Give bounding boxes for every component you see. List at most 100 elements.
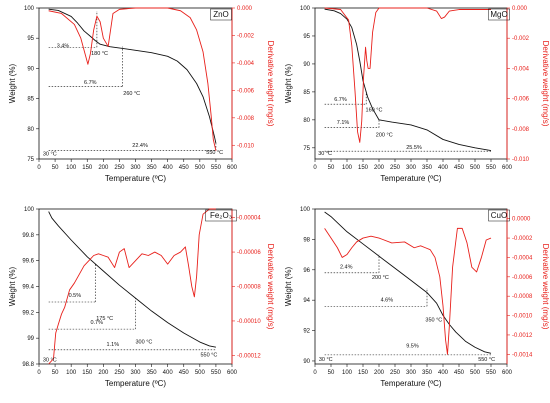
x-tick-label: 0 (37, 370, 41, 376)
x-tick-label: 550 (486, 165, 497, 171)
y-tick-label: 75 (303, 146, 310, 152)
annotation-label: 30 °C (318, 151, 332, 157)
annotation-label: 30 °C (43, 151, 57, 157)
y-tick-label: 85 (303, 90, 310, 96)
y2-tick-label: -0.010 (512, 157, 530, 163)
x-tick-label: 350 (422, 370, 433, 376)
panel-label: Fe₂O₃ (210, 211, 232, 220)
annotation-label: 0.7% (90, 320, 103, 326)
y-tick-label: 99.4 (22, 285, 34, 291)
y-axis-title: Weight (%) (8, 63, 17, 103)
y-tick-label: 100 (24, 207, 35, 213)
annotation-label: 22.4% (132, 143, 148, 149)
x-tick-label: 150 (82, 370, 93, 376)
annotation-label: 300 °C (136, 339, 153, 345)
y-tick-label: 98 (303, 237, 310, 243)
x-axis-title: Temperature (ºC) (105, 379, 166, 388)
y2-tick-label: -0.00008 (237, 285, 261, 291)
x-tick-label: 150 (82, 165, 93, 171)
derivative-weight-line (48, 208, 216, 365)
x-tick-label: 550 (211, 165, 222, 171)
y2-axis-title: Derivative weight (mg/s) (541, 244, 550, 330)
y2-tick-label: -0.0004 (512, 255, 533, 261)
panel-label-box (205, 209, 237, 222)
y2-tick-label: 0.000 (512, 6, 528, 12)
y-tick-label: 90 (303, 359, 310, 365)
y2-tick-label: 0.000 (237, 6, 253, 12)
annotation-label: 550 °C (478, 357, 495, 363)
y-tick-label: 100 (24, 6, 35, 12)
panel-label-box (488, 209, 510, 222)
derivative-weight-line (324, 227, 492, 355)
y-tick-label: 99.2 (22, 310, 34, 316)
panel-label-box (210, 8, 232, 21)
x-tick-label: 400 (163, 370, 174, 376)
x-tick-label: 200 (98, 370, 109, 376)
x-tick-label: 0 (37, 165, 41, 171)
x-axis-title: Temperature (ºC) (380, 174, 441, 183)
x-tick-label: 500 (195, 370, 206, 376)
x-tick-label: 200 (374, 165, 385, 171)
y2-tick-label: -0.006 (237, 88, 255, 94)
annotation-label: 9.5% (406, 343, 419, 349)
x-tick-label: 550 (486, 370, 497, 376)
chart-panel-0: 0 50 100 150 200 250 300 350 400 450 500 550 600 75 80… (8, 6, 275, 183)
x-tick-label: 350 (147, 165, 158, 171)
x-tick-label: 300 (406, 370, 417, 376)
x-tick-label: 600 (227, 370, 238, 376)
x-tick-label: 400 (438, 370, 449, 376)
x-tick-label: 250 (390, 370, 401, 376)
y-tick-label: 99.6 (22, 259, 34, 265)
x-tick-label: 50 (328, 370, 335, 376)
plot-frame (314, 7, 508, 160)
x-tick-label: 400 (163, 165, 174, 171)
annotation-label: 180 °C (91, 51, 108, 57)
y2-tick-label: -0.004 (237, 61, 255, 67)
x-tick-label: 150 (358, 370, 369, 376)
x-tick-label: 600 (502, 370, 513, 376)
y-tick-label: 90 (27, 66, 34, 72)
x-tick-label: 100 (66, 370, 77, 376)
x-tick-label: 0 (313, 165, 317, 171)
y-tick-label: 90 (303, 62, 310, 68)
x-tick-label: 200 (98, 165, 109, 171)
y-tick-label: 80 (27, 127, 34, 133)
y-tick-label: 92 (303, 329, 310, 335)
y-axis-title: Weight (%) (8, 266, 17, 306)
x-tick-label: 350 (147, 370, 158, 376)
x-tick-label: 600 (227, 165, 238, 171)
y-tick-label: 94 (303, 298, 310, 304)
derivative-weight-line (324, 7, 491, 143)
y-tick-label: 75 (27, 157, 34, 163)
x-tick-label: 500 (470, 165, 481, 171)
annotation-label: 2.4% (340, 264, 353, 270)
x-tick-label: 450 (179, 370, 190, 376)
x-axis-title: Temperature (ºC) (380, 379, 441, 388)
y2-tick-label: -0.00010 (237, 319, 261, 325)
y2-tick-label: -0.0006 (512, 275, 533, 281)
annotation-label: 30 °C (319, 357, 333, 363)
chart-panel-2: 0 50 100 150 200 250 300 350 400 450 500 550 600 98.8… (8, 207, 275, 388)
y2-tick-label: 0.0000 (512, 217, 531, 223)
plot-frame (314, 208, 508, 365)
annotation-label: 1.1% (107, 342, 120, 348)
derivative-weight-line (48, 7, 217, 151)
x-tick-label: 100 (342, 165, 353, 171)
y-tick-label: 99 (27, 336, 34, 342)
plot-frame (38, 7, 233, 160)
y-tick-label: 100 (300, 207, 311, 213)
x-tick-label: 100 (66, 165, 77, 171)
x-tick-label: 600 (502, 165, 513, 171)
x-tick-label: 300 (130, 165, 141, 171)
y2-tick-label: -0.0014 (512, 352, 533, 358)
annotation-label: 350 °C (425, 317, 442, 323)
y2-tick-label: -0.0010 (512, 314, 533, 320)
x-tick-label: 300 (130, 370, 141, 376)
annotation-label: 200 °C (372, 275, 389, 281)
annotation-label: 30 °C (43, 357, 57, 363)
x-tick-label: 50 (52, 165, 59, 171)
x-tick-label: 450 (179, 165, 190, 171)
y-tick-label: 95 (27, 36, 34, 42)
x-tick-label: 450 (454, 370, 465, 376)
x-tick-label: 450 (454, 165, 465, 171)
